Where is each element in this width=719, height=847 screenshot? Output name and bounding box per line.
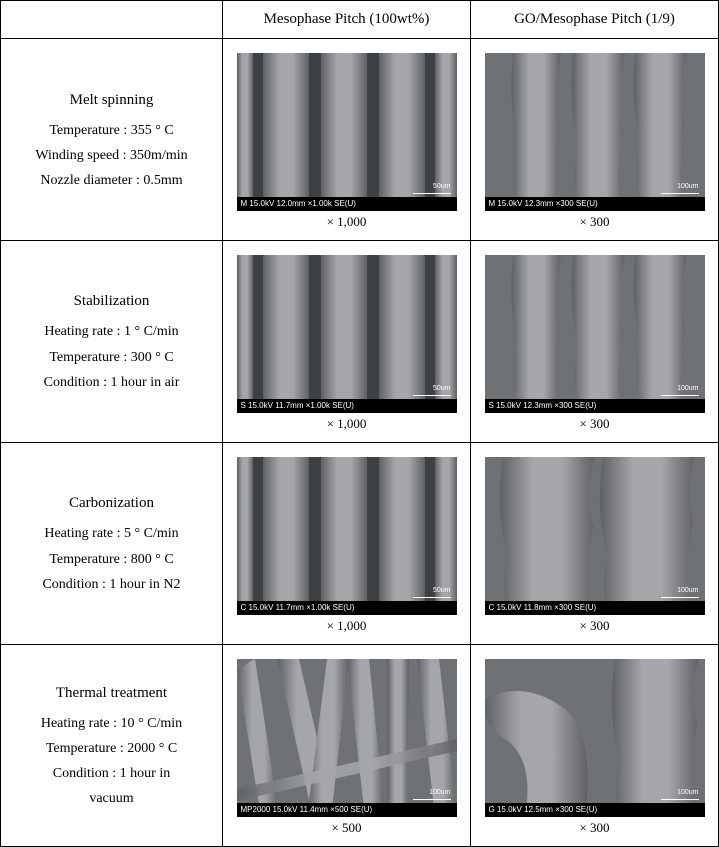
sem-cell-go-mesophase: 100um M 15.0kV 12.3mm ×300 SE(U) × 300 bbox=[471, 39, 719, 241]
sem-caption: MP2000 15.0kV 11.4mm ×500 SE(U) bbox=[237, 803, 457, 817]
sem-cell-mesophase: 50um C 15.0kV 11.7mm ×1.00k SE(U) × 1,00… bbox=[223, 443, 471, 645]
sem-caption: M 15.0kV 12.3mm ×300 SE(U) bbox=[485, 197, 705, 211]
scalebar: 100um bbox=[413, 793, 451, 801]
table-header-row: Mesophase Pitch (100wt%) GO/Mesophase Pi… bbox=[1, 1, 719, 39]
stage-title: Stabilization bbox=[5, 288, 218, 315]
scalebar-text: 50um bbox=[433, 385, 451, 392]
sem-micrograph-a-1: 50um S 15.0kV 11.7mm ×1.00k SE(U) bbox=[237, 255, 457, 413]
parameter-line: Condition : 1 hour in bbox=[5, 761, 218, 786]
parameter-line: Condition : 1 hour in air bbox=[5, 370, 218, 395]
sem-cell-go-mesophase: 100um S 15.0kV 12.3mm ×300 SE(U) × 300 bbox=[471, 241, 719, 443]
scalebar: 100um bbox=[661, 591, 699, 599]
sem-caption: S 15.0kV 12.3mm ×300 SE(U) bbox=[485, 399, 705, 413]
sem-micrograph-a-0: 50um M 15.0kV 12.0mm ×1.00k SE(U) bbox=[237, 53, 457, 211]
table-row: Stabilization Heating rate : 1 ° C/minTem… bbox=[1, 241, 719, 443]
table-row: Thermal treatment Heating rate : 10 ° C/m… bbox=[1, 645, 719, 847]
scalebar-text: 50um bbox=[433, 183, 451, 190]
sem-cell-mesophase: 50um M 15.0kV 12.0mm ×1.00k SE(U) × 1,00… bbox=[223, 39, 471, 241]
sem-cell-go-mesophase: 100um G 15.0kV 12.5mm ×300 SE(U) × 300 bbox=[471, 645, 719, 847]
sem-micrograph-b-1: 100um S 15.0kV 12.3mm ×300 SE(U) bbox=[485, 255, 705, 413]
sem-micrograph-b-3: 100um G 15.0kV 12.5mm ×300 SE(U) bbox=[485, 659, 705, 817]
scalebar: 50um bbox=[413, 389, 451, 397]
stage-title: Carbonization bbox=[5, 490, 218, 517]
parameter-line: Heating rate : 10 ° C/min bbox=[5, 711, 218, 736]
sem-comparison-table: Mesophase Pitch (100wt%) GO/Mesophase Pi… bbox=[0, 0, 719, 847]
header-mesophase: Mesophase Pitch (100wt%) bbox=[223, 1, 471, 39]
magnification-label: × 300 bbox=[477, 214, 712, 230]
scalebar-text: 100um bbox=[677, 385, 698, 392]
parameters-cell: Thermal treatment Heating rate : 10 ° C/m… bbox=[1, 645, 223, 847]
sem-micrograph-b-2: 100um C 15.0kV 11.8mm ×300 SE(U) bbox=[485, 457, 705, 615]
magnification-label: × 300 bbox=[477, 820, 712, 836]
sem-caption: C 15.0kV 11.8mm ×300 SE(U) bbox=[485, 601, 705, 615]
parameter-line: Temperature : 800 ° C bbox=[5, 547, 218, 572]
stage-title: Melt spinning bbox=[5, 87, 218, 114]
sem-micrograph-a-3: 100um MP2000 15.0kV 11.4mm ×500 SE(U) bbox=[237, 659, 457, 817]
sem-cell-go-mesophase: 100um C 15.0kV 11.8mm ×300 SE(U) × 300 bbox=[471, 443, 719, 645]
scalebar: 50um bbox=[413, 187, 451, 195]
parameter-line: Heating rate : 5 ° C/min bbox=[5, 521, 218, 546]
sem-caption: G 15.0kV 12.5mm ×300 SE(U) bbox=[485, 803, 705, 817]
scalebar-text: 50um bbox=[433, 587, 451, 594]
scalebar-text: 100um bbox=[429, 789, 450, 796]
parameter-line: Temperature : 300 ° C bbox=[5, 345, 218, 370]
parameter-line: vacuum bbox=[5, 786, 218, 811]
header-empty bbox=[1, 1, 223, 39]
sem-micrograph-a-2: 50um C 15.0kV 11.7mm ×1.00k SE(U) bbox=[237, 457, 457, 615]
header-go-mesophase: GO/Mesophase Pitch (1/9) bbox=[471, 1, 719, 39]
scalebar: 100um bbox=[661, 389, 699, 397]
stage-title: Thermal treatment bbox=[5, 680, 218, 707]
magnification-label: × 300 bbox=[477, 416, 712, 432]
scalebar-text: 100um bbox=[677, 587, 698, 594]
parameter-line: Winding speed : 350m/min bbox=[5, 143, 218, 168]
scalebar-text: 100um bbox=[677, 183, 698, 190]
parameter-line: Condition : 1 hour in N2 bbox=[5, 572, 218, 597]
sem-caption: C 15.0kV 11.7mm ×1.00k SE(U) bbox=[237, 601, 457, 615]
magnification-label: × 1,000 bbox=[229, 416, 464, 432]
scalebar: 50um bbox=[413, 591, 451, 599]
parameter-line: Nozzle diameter : 0.5mm bbox=[5, 168, 218, 193]
parameters-cell: Melt spinning Temperature : 355 ° CWindin… bbox=[1, 39, 223, 241]
parameters-cell: Stabilization Heating rate : 1 ° C/minTem… bbox=[1, 241, 223, 443]
magnification-label: × 1,000 bbox=[229, 214, 464, 230]
scalebar-text: 100um bbox=[677, 789, 698, 796]
sem-cell-mesophase: 50um S 15.0kV 11.7mm ×1.00k SE(U) × 1,00… bbox=[223, 241, 471, 443]
magnification-label: × 500 bbox=[229, 820, 464, 836]
parameter-line: Temperature : 2000 ° C bbox=[5, 736, 218, 761]
sem-caption: M 15.0kV 12.0mm ×1.00k SE(U) bbox=[237, 197, 457, 211]
parameters-cell: Carbonization Heating rate : 5 ° C/minTem… bbox=[1, 443, 223, 645]
scalebar: 100um bbox=[661, 793, 699, 801]
sem-micrograph-b-0: 100um M 15.0kV 12.3mm ×300 SE(U) bbox=[485, 53, 705, 211]
sem-cell-mesophase: 100um MP2000 15.0kV 11.4mm ×500 SE(U) × … bbox=[223, 645, 471, 847]
magnification-label: × 300 bbox=[477, 618, 712, 634]
table-row: Carbonization Heating rate : 5 ° C/minTem… bbox=[1, 443, 719, 645]
parameter-line: Heating rate : 1 ° C/min bbox=[5, 319, 218, 344]
parameter-line: Temperature : 355 ° C bbox=[5, 118, 218, 143]
scalebar: 100um bbox=[661, 187, 699, 195]
magnification-label: × 1,000 bbox=[229, 618, 464, 634]
table-row: Melt spinning Temperature : 355 ° CWindin… bbox=[1, 39, 719, 241]
sem-caption: S 15.0kV 11.7mm ×1.00k SE(U) bbox=[237, 399, 457, 413]
